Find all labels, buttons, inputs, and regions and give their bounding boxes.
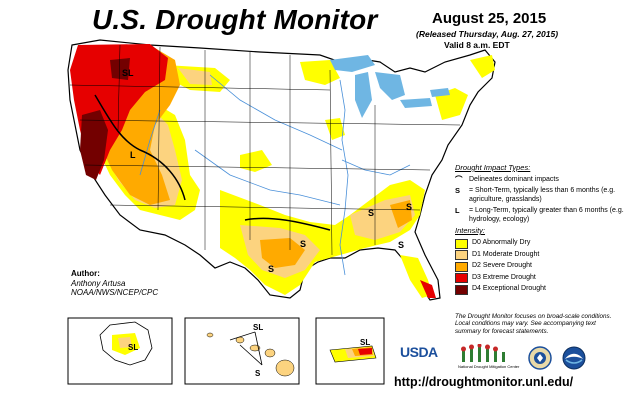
map-date: August 25, 2015 (432, 10, 547, 27)
d0-swatch (455, 238, 468, 249)
legend-delineation-row: ⌒ Delineates dominant impacts (455, 174, 635, 185)
map-label-s-south: S (300, 239, 306, 249)
legend-category: D4 Exceptional Drought (455, 284, 635, 295)
delineation-line-icon: ⌒ (455, 174, 463, 184)
website-link[interactable]: http://droughtmonitor.unl.edu/ (394, 375, 574, 389)
legend-s-row: S = Short-Term, typically less than 6 mo… (455, 186, 635, 204)
d4-areas (80, 58, 130, 180)
hawaii-label-s: S (255, 369, 261, 378)
d3-label: D3 Extreme Drought (472, 273, 536, 281)
short-term-text: = Short-Term, typically less than 6 mont… (469, 187, 616, 203)
map-label-s-georgia: S (398, 240, 404, 250)
author-org: NOAA/NWS/NCEP/CPC (71, 288, 159, 297)
long-term-symbol: L (455, 206, 460, 215)
short-term-symbol: S (455, 186, 461, 195)
legend-category: D0 Abnormally Dry (455, 238, 635, 249)
d4-label: D4 Exceptional Drought (472, 285, 546, 293)
author-name: Anthony Artusa (71, 278, 126, 288)
pr-d3 (358, 348, 372, 355)
d1-swatch (455, 250, 468, 260)
d1-label: D1 Moderate Drought (472, 250, 540, 258)
author-block: Author: Anthony Artusa NOAA/NWS/NCEP/CPC (71, 269, 158, 298)
impact-types-header: Drought Impact Types: (455, 163, 531, 172)
alaska-d1 (118, 337, 132, 348)
commerce-seal-icon (528, 346, 552, 370)
map-label-sl-northwest: SL (122, 68, 134, 78)
long-term-text: = Long-Term, typically greater than 6 mo… (469, 207, 624, 223)
d2-swatch (455, 261, 468, 272)
alaska-label-sl: SL (128, 343, 138, 352)
ndmc-caption: National Drought Mitigation Center (458, 364, 520, 369)
partner-logos: USDA National Drought Mitigation Center (400, 344, 630, 372)
hawaii-label-sl: SL (253, 323, 263, 332)
d2-label: D2 Severe Drought (472, 262, 532, 270)
usda-logo: USDA (400, 344, 438, 360)
map-title: U.S. Drought Monitor (92, 4, 378, 35)
pr-label-sl: SL (360, 338, 370, 347)
delineation-text: Delineates dominant impacts (469, 175, 559, 183)
d3-swatch (455, 273, 468, 283)
release-note: (Released Thursday, Aug. 27, 2015) (416, 29, 559, 39)
map-label-s-texas: S (268, 264, 274, 274)
hawaii-impact-lines (229, 331, 263, 366)
ndmc-logo (461, 344, 505, 362)
valid-time: Valid 8 a.m. EDT (444, 40, 510, 50)
d0-label: D0 Abnormally Dry (472, 239, 531, 247)
legend-category: D2 Severe Drought (455, 261, 635, 272)
state-borders (69, 44, 461, 256)
impact-lines (94, 94, 331, 231)
d4-swatch (455, 284, 468, 295)
noaa-logo-icon (562, 346, 586, 370)
legend-l-row: L = Long-Term, typically greater than 6 … (455, 206, 635, 224)
map-label-s-southeast: S (368, 208, 374, 218)
legend-category: D3 Extreme Drought (455, 273, 635, 283)
rivers (139, 74, 411, 276)
legend: Drought Impact Types: ⌒ Delineates domin… (455, 163, 635, 335)
author-label: Author: (71, 269, 100, 278)
map-label-l-west: L (130, 150, 136, 160)
map-label-s-carolinas: S (406, 202, 412, 212)
legend-category: D1 Moderate Drought (455, 250, 635, 260)
hawaii-islands (206, 332, 295, 377)
great-lakes (330, 55, 450, 118)
intensity-header: Intensity: (455, 226, 486, 235)
legend-note: The Drought Monitor focuses on broad-sca… (455, 312, 612, 335)
